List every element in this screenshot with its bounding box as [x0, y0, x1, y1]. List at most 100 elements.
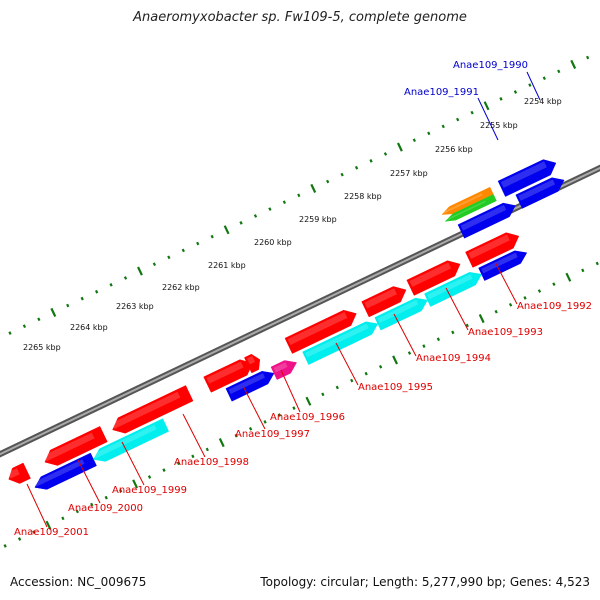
gene-red-4-shade — [206, 361, 244, 384]
gene-1998-shade — [93, 424, 157, 459]
tick-0 — [557, 69, 561, 74]
tick-0 — [297, 193, 301, 198]
kbp-label: 2256 kbp — [435, 145, 473, 154]
gene-1993-shade — [427, 274, 473, 300]
tick-0 — [8, 331, 12, 335]
gene-1995 — [302, 321, 379, 365]
gene-1992-shade — [481, 252, 518, 274]
gene-1990b-shade — [518, 179, 556, 201]
kbp-label: 2255 kbp — [480, 121, 518, 130]
gene-1996-shade — [273, 362, 288, 373]
tick-1 — [277, 413, 282, 417]
tick-1 — [162, 468, 166, 472]
gene-label-1999: Anae109_1999 — [112, 485, 187, 496]
label-leaders — [26, 71, 541, 528]
tick-0 — [268, 207, 272, 211]
leader-1999 — [121, 441, 145, 486]
gene-red-5-shade — [247, 356, 256, 365]
tick-0 — [528, 83, 532, 87]
tick-0 — [210, 234, 214, 239]
tick-1 — [75, 509, 79, 514]
gene-1997-shade — [228, 373, 265, 394]
tick-0 — [586, 55, 590, 60]
kbp-label: 2263 kbp — [116, 302, 154, 311]
tick-1 — [104, 495, 108, 500]
tick-0 — [181, 248, 185, 253]
gene-1990 — [497, 159, 557, 197]
tick-1 — [465, 323, 469, 328]
tick-0 — [196, 241, 200, 246]
leader-2000 — [77, 459, 101, 504]
tick-1 — [335, 385, 339, 390]
kbp-label: 2254 kbp — [524, 97, 562, 106]
gene-red-3 — [112, 385, 194, 434]
gene-1992 — [478, 250, 528, 281]
tick-0 — [427, 131, 431, 136]
tick-1 — [392, 355, 398, 365]
tick-0 — [137, 266, 143, 276]
leader-1991 — [477, 97, 499, 141]
tick-0 — [441, 124, 445, 129]
tick-1 — [321, 392, 325, 397]
tick-0 — [22, 324, 27, 329]
tick-0 — [152, 262, 157, 267]
tick-0 — [412, 138, 416, 143]
kbp-label: 2259 kbp — [299, 215, 337, 224]
tick-1 — [3, 544, 7, 548]
tick-0 — [456, 117, 460, 122]
gene-1991-orange-shade — [443, 193, 483, 214]
gene-1991-green — [444, 194, 497, 222]
topology-summary: Topology: circular; Length: 5,277,990 bp… — [260, 575, 590, 589]
kbp-label: 2261 kbp — [208, 261, 246, 270]
gene-red-8 — [406, 260, 461, 296]
tick-0 — [570, 59, 577, 69]
tick-0 — [542, 76, 546, 81]
gene-2000 — [34, 452, 97, 490]
tick-0 — [340, 172, 344, 177]
tick-1 — [494, 309, 498, 314]
gene-features — [7, 159, 565, 490]
tick-0 — [383, 152, 388, 156]
leader-1992 — [494, 261, 518, 305]
tick-1 — [61, 516, 65, 521]
tick-1 — [350, 378, 354, 383]
tick-1 — [595, 261, 599, 266]
gene-label-1996: Anae109_1996 — [270, 412, 345, 423]
tick-1 — [249, 426, 253, 431]
kbp-label: 2258 kbp — [344, 192, 382, 201]
gene-red-1-shade — [7, 468, 20, 479]
kbp-label: 2265 kbp — [23, 343, 61, 352]
leader-1997 — [242, 385, 266, 430]
tick-1 — [17, 537, 22, 541]
gene-1994 — [374, 297, 428, 331]
tick-0 — [239, 221, 243, 225]
gene-2000-shade — [34, 459, 85, 487]
gene-1995-shade — [305, 323, 369, 358]
gene-red-3-shade — [111, 391, 181, 429]
gene-1993 — [424, 272, 482, 307]
tick-1 — [451, 330, 455, 335]
gene-red-1 — [8, 462, 31, 484]
tick-1 — [422, 344, 426, 348]
gene-1990-shade — [500, 161, 547, 188]
gene-1991-green-shade — [446, 200, 486, 221]
leader-1998 — [182, 413, 206, 458]
tick-1 — [45, 520, 52, 530]
tick-0 — [80, 296, 84, 301]
gene-label-1992: Anae109_1992 — [517, 301, 592, 312]
tick-1 — [119, 488, 123, 493]
tick-1 — [305, 396, 312, 406]
tick-1 — [378, 364, 383, 369]
gene-1991b — [457, 202, 516, 239]
gene-red-5 — [244, 353, 261, 374]
tick-0 — [167, 255, 171, 260]
map-title: Anaeromyxobacter sp. Fw109-5, complete g… — [133, 10, 467, 25]
tick-0 — [123, 276, 128, 280]
gene-label-2001: Anae109_2001 — [14, 527, 89, 538]
kbp-label: 2262 kbp — [162, 283, 200, 292]
tick-0 — [369, 159, 373, 163]
gene-red-8-shade — [409, 262, 452, 287]
gene-label-1997: Anae109_1997 — [235, 429, 310, 440]
tick-1 — [407, 351, 412, 355]
